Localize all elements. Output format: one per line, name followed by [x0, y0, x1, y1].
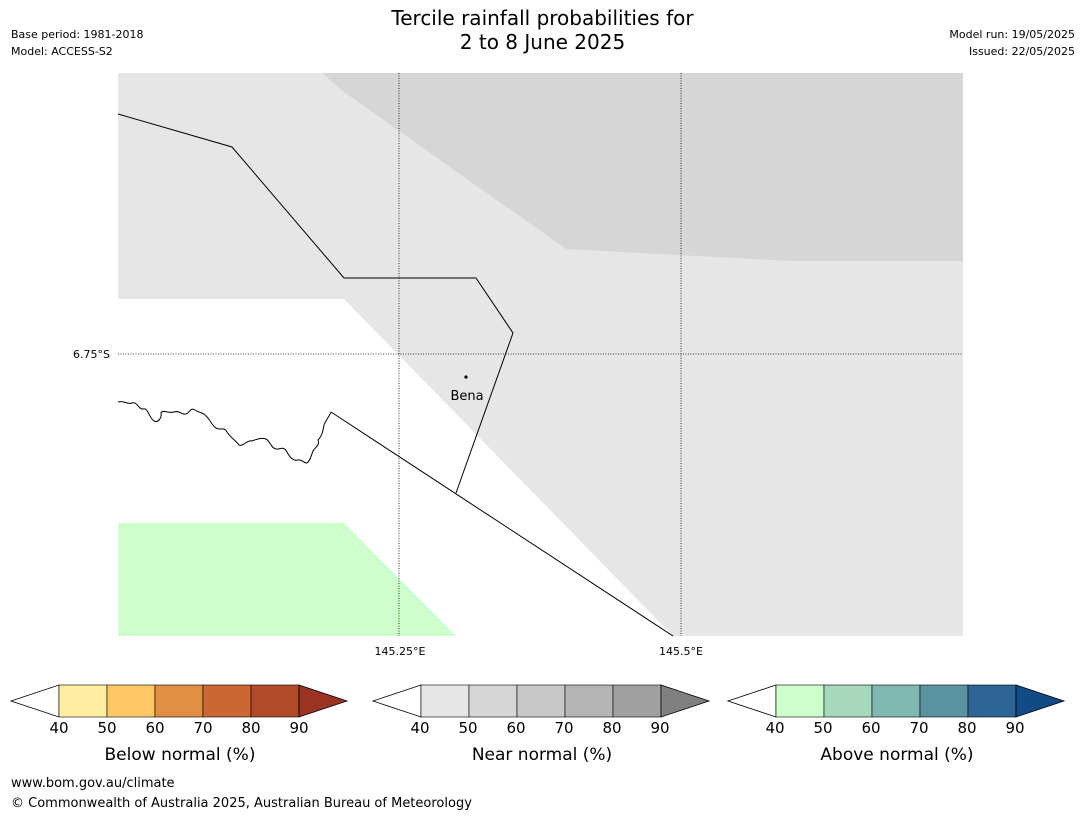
map-title: Tercile rainfall probabilities for 2 to … — [0, 6, 1085, 54]
meta-left: Base period: 1981-2018 Model: ACCESS-S2 — [11, 26, 143, 60]
near-swatch-40-50 — [420, 684, 470, 718]
near-swatch-50-60 — [468, 684, 518, 718]
below-swatch-over-90 — [298, 684, 349, 718]
near-tick-60: 60 — [506, 719, 526, 737]
near-tick-40: 40 — [410, 719, 430, 737]
river-line — [117, 401, 332, 464]
above-swatch-over-90 — [1015, 684, 1066, 718]
above-tick-40: 40 — [765, 719, 785, 737]
meta-right: Model run: 19/05/2025 Issued: 22/05/2025 — [949, 26, 1075, 60]
near-swatch-70-80 — [564, 684, 614, 718]
colorbar-below-normal-swatches — [10, 684, 349, 718]
latitude-label: 6.75°S — [73, 348, 110, 361]
below-tick-40: 40 — [49, 719, 69, 737]
district-boundary — [117, 113, 514, 494]
longitude-label-145-5: 145.5°E — [659, 645, 703, 658]
title-line-2: 2 to 8 June 2025 — [459, 30, 626, 54]
longitude-label-145-25: 145.25°E — [375, 645, 426, 658]
above-swatch-60-70 — [871, 684, 921, 718]
above-tick-60: 60 — [861, 719, 881, 737]
near-tick-50: 50 — [458, 719, 478, 737]
base-period-text: Base period: 1981-2018 — [11, 28, 144, 41]
colorbar-below-normal: 40 50 60 70 80 90 Below normal (%) — [10, 684, 350, 765]
above-swatch-under-40 — [727, 684, 777, 718]
footer-url: www.bom.gov.au/climate — [11, 776, 175, 791]
colorbar-near-normal-swatches — [372, 684, 711, 718]
below-normal-label: Below normal (%) — [104, 745, 256, 765]
footer-copyright: © Commonwealth of Australia 2025, Austra… — [11, 796, 472, 811]
model-text: Model: ACCESS-S2 — [11, 45, 113, 58]
below-tick-60: 60 — [145, 719, 165, 737]
below-swatch-under-40 — [10, 684, 60, 718]
below-tick-90: 90 — [289, 719, 309, 737]
near-swatch-60-70 — [516, 684, 566, 718]
near-swatch-under-40 — [372, 684, 422, 718]
near-tick-70: 70 — [554, 719, 574, 737]
above-swatch-80-90 — [967, 684, 1017, 718]
province-boundary — [330, 411, 674, 637]
above-swatch-50-60 — [823, 684, 873, 718]
below-swatch-50-60 — [106, 684, 156, 718]
near-tick-90: 90 — [650, 719, 670, 737]
above-tick-70: 70 — [909, 719, 929, 737]
title-line-1: Tercile rainfall probabilities for — [391, 6, 694, 30]
colorbar-near-normal: 40 50 60 70 80 90 Near normal (%) — [372, 684, 712, 765]
rainfall-probability-map: Bena 6.75°S 145.25°E 145.5°E — [73, 73, 963, 658]
near-swatch-80-90 — [612, 684, 662, 718]
above-normal-label: Above normal (%) — [820, 745, 974, 765]
below-swatch-80-90 — [250, 684, 300, 718]
below-swatch-40-50 — [58, 684, 108, 718]
above-tick-90: 90 — [1005, 719, 1025, 737]
below-tick-80: 80 — [241, 719, 261, 737]
near-normal-label: Near normal (%) — [471, 745, 613, 765]
below-swatch-70-80 — [202, 684, 252, 718]
below-tick-70: 70 — [193, 719, 213, 737]
below-tick-50: 50 — [97, 719, 117, 737]
near-normal-50-60-region — [322, 73, 963, 261]
near-tick-80: 80 — [602, 719, 622, 737]
place-label-bena: Bena — [450, 389, 483, 404]
above-tick-50: 50 — [813, 719, 833, 737]
issued-text: Issued: 22/05/2025 — [968, 45, 1075, 58]
below-swatch-60-70 — [154, 684, 204, 718]
above-normal-40-50-region — [118, 523, 456, 636]
colorbar-above-normal-swatches — [727, 684, 1066, 718]
bena-location-marker — [464, 375, 468, 379]
above-swatch-70-80 — [919, 684, 969, 718]
above-tick-80: 80 — [957, 719, 977, 737]
model-run-text: Model run: 19/05/2025 — [949, 28, 1075, 41]
above-swatch-40-50 — [775, 684, 825, 718]
near-swatch-over-90 — [660, 684, 711, 718]
colorbar-above-normal: 40 50 60 70 80 90 Above normal (%) — [727, 684, 1067, 765]
